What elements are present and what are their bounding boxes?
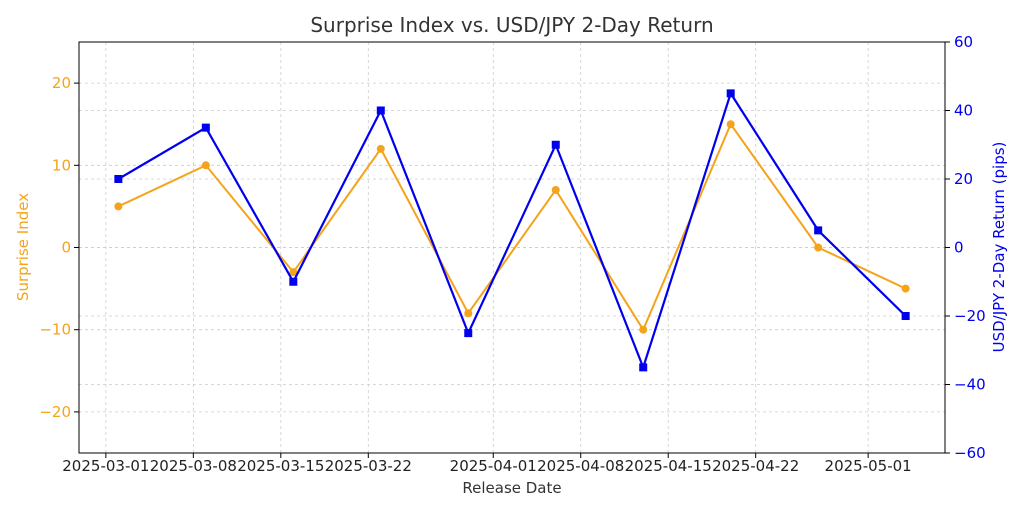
y-tick-label: 10 [52,156,71,174]
data-point [376,144,385,153]
data-point [201,123,210,132]
series-layer [114,89,910,372]
x-tick-label: 2025-04-08 [537,457,624,475]
y-tick-label: −10 [39,321,71,339]
data-point [114,202,123,211]
axes [74,41,950,458]
y2-tick-label: −40 [954,376,986,394]
data-point [289,277,298,286]
data-point [726,89,735,98]
y-tick-label: −20 [39,403,71,421]
y2-tick-label: −60 [954,444,986,462]
y2-tick-label: 60 [954,33,973,51]
x-tick-label: 2025-03-22 [325,457,412,475]
series-line [117,122,907,332]
x-tick-label: 2025-03-08 [150,457,237,475]
y-tick-label: 0 [61,239,71,257]
series-line [117,90,907,371]
y2-axis-label: USD/JPY 2-Day Return (pips) [990,142,1008,353]
y2-tick-label: 20 [954,170,973,188]
tick-labels: 2025-03-01 2025-03-08 2025-03-15 2025-03-22… [39,33,985,475]
data-point [551,185,560,194]
data-point [639,363,648,372]
x-tick-label: 2025-03-01 [62,457,149,475]
y-tick-label: 20 [52,74,71,92]
data-point [114,175,123,183]
data-point [726,120,735,129]
data-point [551,140,560,149]
series-usdjpy-return [114,89,910,372]
x-tick-label: 2025-03-15 [237,457,324,475]
data-point [814,243,823,252]
grid [79,42,945,453]
x-tick-label: 2025-04-15 [625,457,712,475]
y-axis-label: Surprise Index [14,193,32,301]
y2-tick-label: 0 [954,239,964,257]
series-surprise-index [114,120,910,334]
data-point [901,284,910,293]
data-point [464,309,473,318]
x-tick-label: 2025-04-22 [712,457,799,475]
data-point [639,325,648,334]
data-point [814,226,823,235]
x-axis-label: Release Date [462,479,561,497]
x-tick-label: 2025-04-01 [450,457,537,475]
y2-tick-label: 40 [954,102,973,120]
y2-tick-label: −20 [954,307,986,325]
data-point [376,106,385,115]
chart-title: Surprise Index vs. USD/JPY 2-Day Return [310,13,713,37]
data-point [289,268,298,277]
data-point [201,161,210,170]
x-tick-label: 2025-05-01 [825,457,912,475]
data-point [901,312,910,320]
data-point [464,329,473,338]
